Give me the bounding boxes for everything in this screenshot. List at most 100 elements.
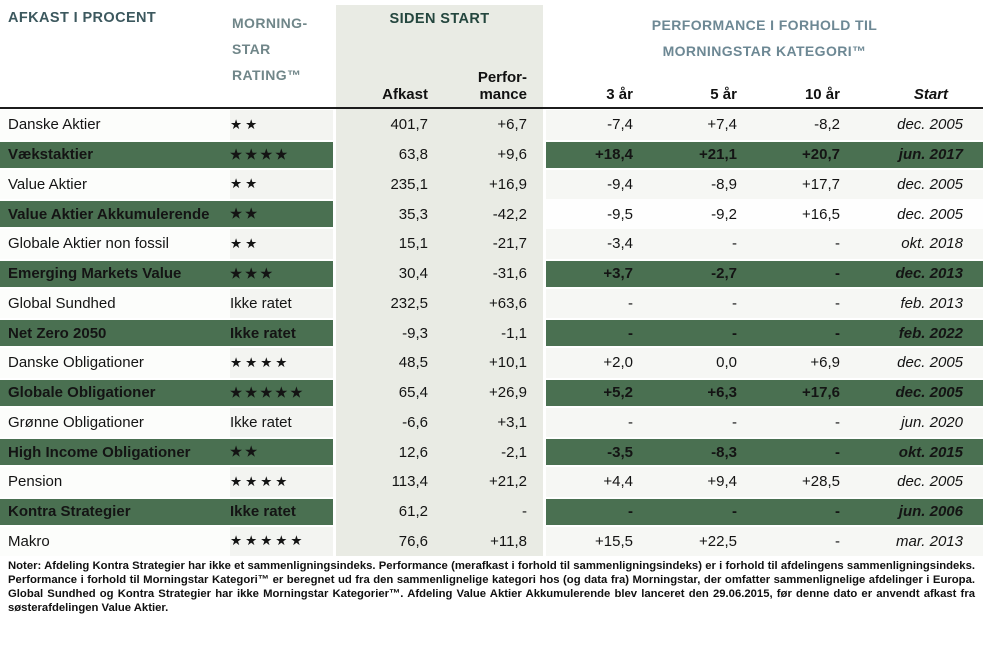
rating-cell: ★★★★ [230, 467, 333, 497]
performance-cell: +9,6 [497, 146, 527, 164]
start-date-cell: mar. 2013 [852, 526, 983, 557]
cell-5yr: -8,3 [645, 437, 749, 467]
performance-cell: +6,7 [497, 116, 527, 134]
afkast-cell: -9,3 [402, 324, 428, 342]
table-title: AFKAST I PROCENT [8, 10, 157, 26]
start-date-cell: dec. 2005 [852, 377, 983, 408]
start-date-cell: dec. 2005 [852, 110, 983, 140]
cell-5yr: -9,2 [645, 199, 749, 229]
cell-10yr: - [749, 407, 852, 438]
afkast-cell: 61,2 [398, 503, 428, 521]
fund-name-cell: Vækstaktier [0, 139, 230, 170]
fund-row: Globale Obligationer ★★★★★ 65,4 +26,9 +5… [0, 377, 983, 408]
morningstar-rating: ★★★★★ [230, 533, 306, 549]
start-date-cell: dec. 2005 [852, 467, 983, 497]
cell-10yr: +6,9 [749, 348, 852, 378]
fund-name-cell: Value Aktier Akkumulerende [0, 199, 230, 229]
morningstar-rating: Ikke ratet [230, 413, 292, 431]
fund-name-cell: Danske Obligationer [0, 348, 230, 378]
start-date-cell: jun. 2017 [852, 139, 983, 170]
morningstar-rating: ★★ [230, 116, 261, 132]
performance-cell: +11,8 [490, 532, 527, 550]
rating-cell: ★★★★★ [230, 526, 333, 557]
rating-cell: ★★★★ [230, 139, 333, 170]
start-date-cell: jun. 2006 [852, 496, 983, 527]
rating-cell: ★★ [230, 169, 333, 200]
cell-5yr: - [645, 288, 749, 319]
fund-row: High Income Obligationer ★★ 12,6 -2,1 -3… [0, 437, 983, 467]
performance-cell: -42,2 [492, 205, 527, 223]
afkast-cell: 48,5 [398, 354, 428, 372]
cell-10yr: - [749, 526, 852, 557]
afkast-cell: 401,7 [390, 116, 428, 134]
start-date-cell: feb. 2013 [852, 288, 983, 319]
afkast-cell: 65,4 [398, 384, 428, 402]
fund-name-cell: Global Sundhed [0, 288, 230, 319]
performance-cell: -31,6 [492, 265, 527, 283]
rating-cell: Ikke ratet [230, 288, 333, 319]
fund-row: Globale Aktier non fossil ★★ 15,1 -21,7 … [0, 229, 983, 259]
cell-3yr: -3,4 [546, 229, 645, 259]
fund-row: Kontra Strategier Ikke ratet 61,2 - - - … [0, 496, 983, 527]
siden-start-column-band [336, 5, 543, 556]
column-header-performance: Perfor- mance [477, 69, 527, 103]
rating-cell: ★★★ [230, 258, 333, 289]
column-header-start: Start [913, 86, 948, 103]
cell-5yr: - [645, 407, 749, 438]
performance-cell: +26,9 [489, 384, 527, 402]
fund-row: Value Aktier Akkumulerende ★★ 35,3 -42,2… [0, 199, 983, 229]
fund-row: Vækstaktier ★★★★ 63,8 +9,6 +18,4 +21,1 +… [0, 139, 983, 170]
header-divider-line [0, 107, 983, 109]
performance-cell: +21,2 [489, 473, 527, 491]
fund-name-cell: Grønne Obligationer [0, 407, 230, 438]
cell-3yr: +5,2 [546, 377, 645, 408]
cell-3yr: - [546, 318, 645, 348]
cell-5yr: +21,1 [645, 139, 749, 170]
fund-name-cell: Globale Aktier non fossil [0, 229, 230, 259]
morningstar-rating: ★★ [230, 206, 261, 222]
rating-cell: Ikke ratet [230, 318, 333, 348]
afkast-cell: 12,6 [398, 443, 428, 461]
cell-10yr: +17,6 [749, 377, 852, 408]
cell-3yr: +2,0 [546, 348, 645, 378]
performance-cell: +63,6 [489, 294, 527, 312]
performance-cell: +16,9 [489, 175, 527, 193]
cell-10yr: - [749, 288, 852, 319]
cell-3yr: +18,4 [546, 139, 645, 170]
cell-5yr: +9,4 [645, 467, 749, 497]
cell-5yr: 0,0 [645, 348, 749, 378]
start-date-cell: jun. 2020 [852, 407, 983, 438]
fund-row: Danske Obligationer ★★★★ 48,5 +10,1 +2,0… [0, 348, 983, 378]
fund-row: Emerging Markets Value ★★★ 30,4 -31,6 +3… [0, 258, 983, 289]
cell-10yr: - [749, 496, 852, 527]
fund-name-cell: Emerging Markets Value [0, 258, 230, 289]
cell-3yr: -3,5 [546, 437, 645, 467]
cell-10yr: - [749, 258, 852, 289]
fund-name-cell: High Income Obligationer [0, 437, 230, 467]
cell-3yr: +4,4 [546, 467, 645, 497]
fund-row: Danske Aktier ★★ 401,7 +6,7 -7,4 +7,4 -8… [0, 110, 983, 140]
performance-cell: - [522, 503, 527, 521]
column-header-5yr: 5 år [710, 86, 737, 103]
cell-5yr: +22,5 [645, 526, 749, 557]
cell-3yr: -7,4 [546, 110, 645, 140]
rating-cell: ★★★★ [230, 348, 333, 378]
cell-10yr: -8,2 [749, 110, 852, 140]
fund-row: Grønne Obligationer Ikke ratet -6,6 +3,1… [0, 407, 983, 438]
afkast-cell: 113,4 [391, 473, 428, 491]
table-rows: Danske Aktier ★★ 401,7 +6,7 -7,4 +7,4 -8… [0, 110, 983, 557]
cell-5yr: +6,3 [645, 377, 749, 408]
afkast-cell: 235,1 [390, 175, 428, 193]
cell-10yr: - [749, 318, 852, 348]
morningstar-rating: ★★★★ [230, 146, 291, 162]
start-date-cell: dec. 2005 [852, 199, 983, 229]
morningstar-rating: ★★ [230, 176, 261, 192]
cell-10yr: +28,5 [749, 467, 852, 497]
fund-row: Pension ★★★★ 113,4 +21,2 +4,4 +9,4 +28,5… [0, 467, 983, 497]
cell-10yr: +17,7 [749, 169, 852, 200]
cell-3yr: -9,4 [546, 169, 645, 200]
fund-name-cell: Globale Obligationer [0, 377, 230, 408]
start-date-cell: okt. 2015 [852, 437, 983, 467]
start-date-cell: dec. 2013 [852, 258, 983, 289]
start-date-cell: okt. 2018 [852, 229, 983, 259]
